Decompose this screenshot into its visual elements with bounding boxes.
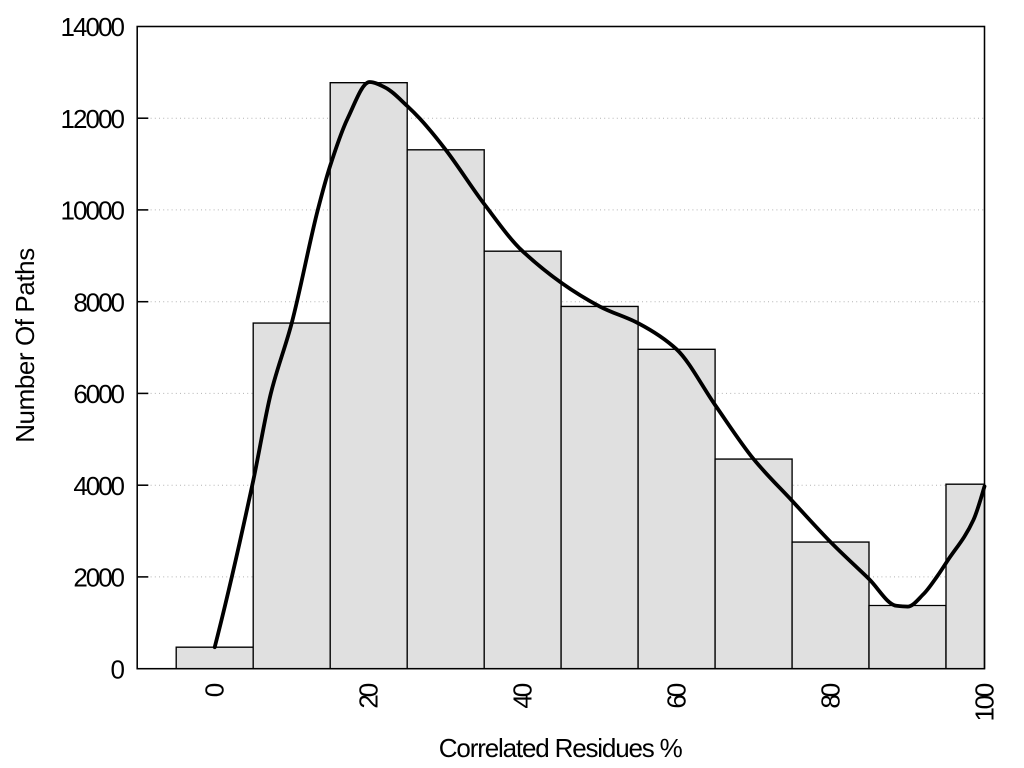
svg-text:Number Of Paths: Number Of Paths [10, 248, 40, 443]
svg-text:0: 0 [111, 654, 125, 684]
svg-text:12000: 12000 [61, 104, 126, 134]
svg-text:0: 0 [200, 683, 230, 697]
svg-text:40: 40 [508, 683, 538, 709]
svg-text:8000: 8000 [73, 287, 125, 317]
svg-text:60: 60 [662, 683, 692, 709]
svg-text:6000: 6000 [73, 379, 125, 409]
svg-text:10000: 10000 [61, 196, 126, 226]
svg-text:100: 100 [969, 683, 999, 722]
svg-text:4000: 4000 [73, 471, 125, 501]
svg-text:80: 80 [816, 683, 846, 709]
svg-text:20: 20 [354, 683, 384, 709]
svg-text:Correlated Residues %: Correlated Residues % [439, 733, 683, 763]
svg-text:14000: 14000 [61, 12, 126, 42]
svg-text:2000: 2000 [73, 563, 125, 593]
